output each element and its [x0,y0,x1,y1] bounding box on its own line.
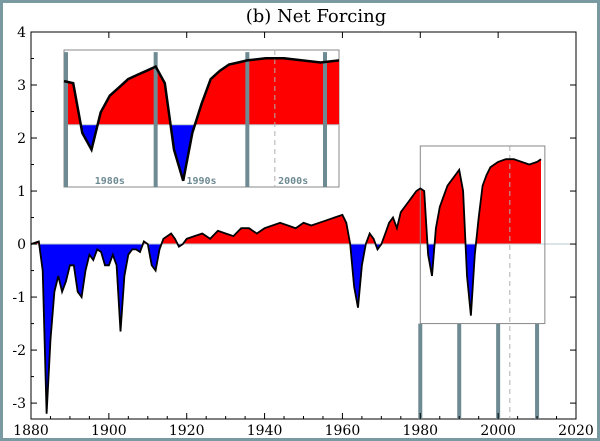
positive-area-5 [381,188,428,245]
positive-area-6 [434,169,466,245]
x-tick-label-1900: 1900 [91,423,127,439]
inset-positive-area-1 [97,66,171,125]
y-tick-label-2: 2 [17,131,26,147]
negative-area-0 [39,244,143,414]
y-tick-label-3: 3 [17,78,26,94]
negative-area-3 [350,244,366,308]
positive-area-4 [365,233,376,245]
inset-positive-area-0 [64,81,81,125]
x-tick-label-1940: 1940 [247,423,283,439]
inset-label-2000s: 2000s [278,176,308,187]
x-tick-label-1980: 1980 [402,423,438,439]
y-tick-label-1: 1 [17,184,26,200]
inset-negative-area-1 [170,124,195,181]
x-tick-label-1920: 1920 [169,423,205,439]
positive-area-3 [182,214,351,245]
x-tick-label-1880: 1880 [13,423,49,439]
y-tick-label--1: -1 [12,290,26,306]
inset-line [63,57,340,182]
inset-label-1990s: 1990s [186,176,216,187]
negative-area-1 [147,244,162,271]
zoom-box [419,145,546,325]
y-tick-label-0: 0 [17,237,26,253]
x-tick-label-2000: 2000 [480,423,516,439]
y-tick-label--3: -3 [12,396,26,412]
inset-label-1980s: 1980s [95,176,125,187]
net-forcing-line [30,158,542,414]
negative-area-5 [427,244,435,276]
chart-title: (b) Net Forcing [246,6,387,27]
inset-negative-area-0 [80,124,98,150]
negative-area-6 [465,244,476,316]
inset-positive-area-2 [195,58,339,125]
x-tick-label-1960: 1960 [325,423,361,439]
positive-area-7 [475,159,541,245]
positive-area-2 [161,233,178,245]
y-tick-label-4: 4 [17,25,26,41]
y-tick-label--2: -2 [12,343,26,359]
x-tick-label-2020: 2020 [558,423,594,439]
